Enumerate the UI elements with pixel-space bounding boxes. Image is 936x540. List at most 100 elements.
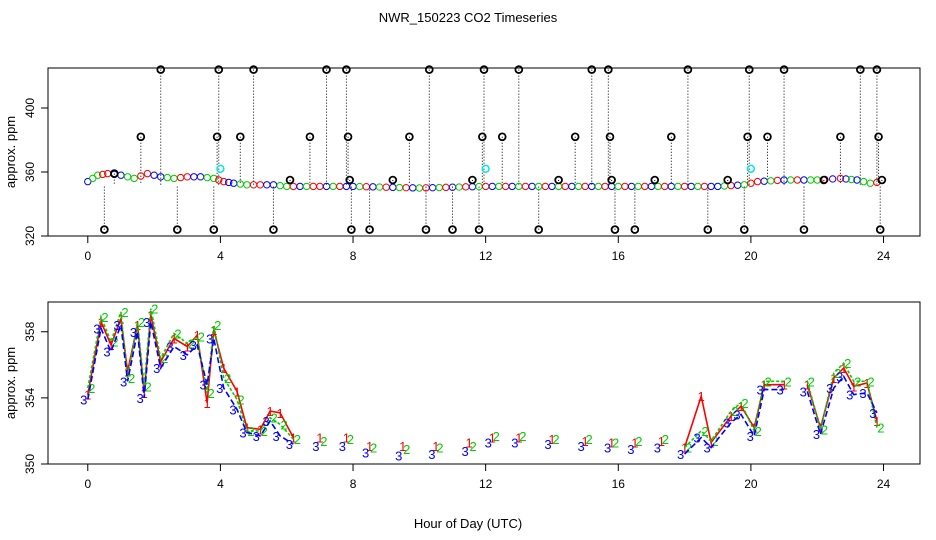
outlier-point [514, 65, 524, 74]
series-point-3: 3 [263, 414, 270, 429]
series-point-3: 3 [93, 321, 100, 336]
cyan-point [481, 164, 490, 173]
y-tick-label: 354 [23, 388, 37, 408]
outlier-point [342, 65, 351, 74]
series-point-3: 3 [757, 383, 764, 398]
x-tick-label: 8 [350, 477, 357, 491]
series-point-1: 1 [147, 308, 154, 323]
series-point-1: 1 [157, 355, 164, 370]
series-point-3: 3 [704, 440, 711, 455]
series-point-3: 3 [694, 431, 701, 446]
x-tick-label: 12 [479, 249, 493, 263]
series-line-3 [87, 321, 294, 445]
y-tick-label: 360 [23, 162, 37, 182]
series-point-2: 2 [280, 417, 287, 432]
series-point-3: 3 [253, 429, 260, 444]
series-point-2: 2 [247, 424, 254, 439]
baseline-point [859, 177, 868, 186]
series-point-3: 3 [776, 383, 783, 398]
series-point-2: 2 [877, 421, 884, 436]
series-point-2: 2 [662, 432, 669, 447]
series-point-2: 2 [237, 393, 244, 408]
baseline-point [740, 181, 748, 189]
outlier-point [347, 225, 356, 234]
series-line-1 [87, 315, 295, 438]
series-point-2: 2 [784, 374, 791, 389]
series-point-2: 2 [612, 436, 619, 451]
series-point-2: 2 [145, 379, 152, 394]
baseline-point [150, 171, 158, 179]
series-point-1: 1 [840, 361, 847, 376]
series-point-3: 3 [130, 325, 137, 340]
series-point-2: 2 [741, 396, 748, 411]
series-point-2: 2 [261, 424, 268, 439]
series-point-1: 1 [830, 371, 837, 386]
series-point-2: 2 [198, 330, 205, 345]
series-point-2: 2 [519, 429, 526, 444]
baseline-point [842, 175, 850, 183]
series-point-3: 3 [747, 429, 754, 444]
series-point-1: 1 [873, 414, 880, 429]
outlier-point [877, 175, 887, 185]
series-point-2: 2 [161, 351, 168, 366]
x-tick-label: 20 [744, 249, 758, 263]
outlier-point [479, 65, 489, 74]
series-point-2: 2 [469, 439, 476, 454]
series-point-2: 2 [111, 335, 118, 350]
series-point-3: 3 [272, 429, 279, 444]
series-point-2: 2 [436, 440, 443, 455]
series-point-1: 1 [204, 396, 211, 411]
outlier-point [534, 225, 544, 234]
y-tick-label: 358 [23, 321, 37, 341]
series-point-3: 3 [654, 440, 661, 455]
series-point-3: 3 [869, 406, 876, 421]
series-point-3: 3 [216, 381, 223, 396]
series-point-3: 3 [362, 445, 369, 460]
series-point-3: 3 [723, 416, 730, 431]
baseline-point [747, 179, 755, 187]
y-tick-label: 320 [23, 226, 37, 246]
series-point-3: 3 [113, 318, 120, 333]
series-point-1: 1 [548, 432, 555, 447]
outlier-point [605, 132, 615, 142]
series-point-3: 3 [339, 439, 346, 454]
series-point-2: 2 [174, 326, 181, 341]
series-point-3: 3 [206, 331, 213, 346]
series-point-3: 3 [813, 427, 820, 442]
outlier-point [607, 175, 616, 185]
outlier-point [421, 225, 431, 234]
baseline-point [99, 170, 107, 179]
outlier-point [388, 175, 398, 185]
outlier-point [570, 132, 580, 142]
series-point-3: 3 [143, 315, 150, 330]
series-point-2: 2 [121, 305, 128, 320]
outlier-point [100, 225, 109, 234]
outlier-point [874, 132, 883, 142]
series-point-3: 3 [153, 361, 160, 376]
series-point-2: 2 [403, 442, 410, 457]
y-tick-label: 400 [23, 98, 37, 118]
series-point-3: 3 [239, 426, 246, 441]
series-point-1: 1 [316, 431, 323, 446]
series-point-1: 1 [804, 378, 811, 393]
baseline-point [143, 169, 152, 178]
series-point-2: 2 [702, 424, 709, 439]
series-point-3: 3 [826, 381, 833, 396]
series-point-3: 3 [190, 338, 197, 353]
series-point-1: 1 [698, 389, 705, 404]
outlier-point [836, 132, 845, 142]
series-point-2: 2 [586, 432, 593, 447]
series-point-3: 3 [120, 374, 127, 389]
series-point-1: 1 [681, 440, 688, 455]
plot-frame [47, 67, 921, 237]
baseline-point [220, 177, 228, 186]
y-axis-label: approx. ppm [3, 347, 18, 419]
outlier-point [345, 175, 355, 185]
series-point-1: 1 [194, 328, 201, 343]
series-point-2: 2 [493, 429, 500, 444]
outlier-point [322, 65, 331, 74]
series-point-2: 2 [685, 440, 692, 455]
series-point-2: 2 [854, 374, 861, 389]
series-point-3: 3 [485, 436, 492, 451]
series-point-2: 2 [712, 434, 719, 449]
